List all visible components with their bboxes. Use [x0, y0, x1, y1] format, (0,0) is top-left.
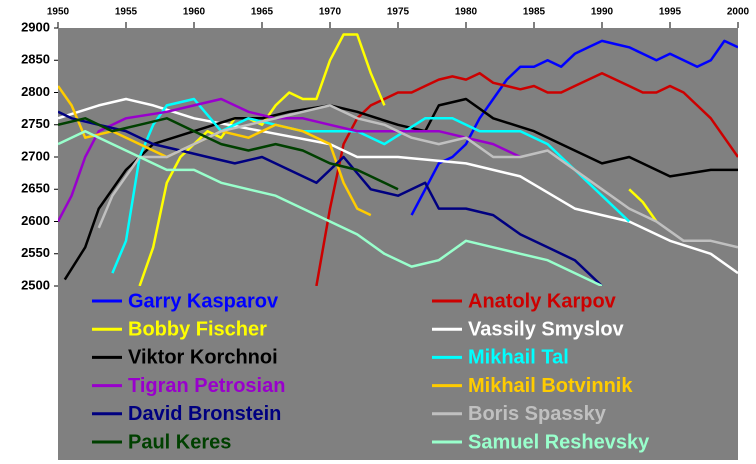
- y-tick-label: 2750: [21, 116, 50, 131]
- y-tick-label: 2500: [21, 277, 50, 292]
- x-tick-label: 1950: [47, 7, 70, 18]
- y-tick-label: 2650: [21, 181, 50, 196]
- x-tick-label: 1955: [115, 7, 138, 18]
- series-line: [138, 33, 658, 286]
- x-tick-label: 1990: [591, 7, 614, 18]
- legend-label: Mikhail Tal: [468, 347, 569, 369]
- series-line: [63, 97, 738, 281]
- legend-label: David Bronstein: [128, 403, 281, 425]
- series-line: [315, 71, 738, 286]
- x-tick-label: 1970: [319, 7, 342, 18]
- legend-label: Garry Kasparov: [128, 290, 279, 312]
- legend-label: Anatoly Karpov: [468, 290, 617, 312]
- series-line: [58, 110, 603, 286]
- x-tick-label: 1985: [523, 7, 546, 18]
- x-tick-label: 1960: [183, 7, 206, 18]
- series-line: [58, 97, 738, 275]
- series-line: [58, 129, 603, 286]
- series-line: [410, 39, 738, 216]
- x-tick-label: 2000: [727, 7, 750, 18]
- series-line: [111, 97, 631, 274]
- legend-label: Vassily Smyslov: [468, 318, 625, 340]
- legend-label: Bobby Fischer: [128, 318, 267, 340]
- x-tick-label: 1980: [455, 7, 478, 18]
- legend-label: Paul Keres: [128, 431, 231, 453]
- series-line: [58, 117, 399, 191]
- x-tick-label: 1995: [659, 7, 682, 18]
- legend-label: Samuel Reshevsky: [468, 431, 650, 453]
- y-tick-label: 2850: [21, 52, 50, 67]
- series-line: [97, 104, 738, 249]
- legend-label: Viktor Korchnoi: [128, 347, 278, 369]
- y-tick-label: 2800: [21, 84, 50, 99]
- y-tick-label: 2600: [21, 213, 50, 228]
- y-tick-label: 2550: [21, 245, 50, 260]
- legend-label: Mikhail Botvinnik: [468, 375, 633, 397]
- legend-label: Boris Spassky: [468, 403, 607, 425]
- legend-box: [58, 286, 738, 460]
- x-tick-label: 1965: [251, 7, 274, 18]
- x-tick-label: 1975: [387, 7, 410, 18]
- y-tick-label: 2700: [21, 148, 50, 163]
- legend-label: Tigran Petrosian: [128, 375, 285, 397]
- y-tick-label: 2900: [21, 19, 50, 34]
